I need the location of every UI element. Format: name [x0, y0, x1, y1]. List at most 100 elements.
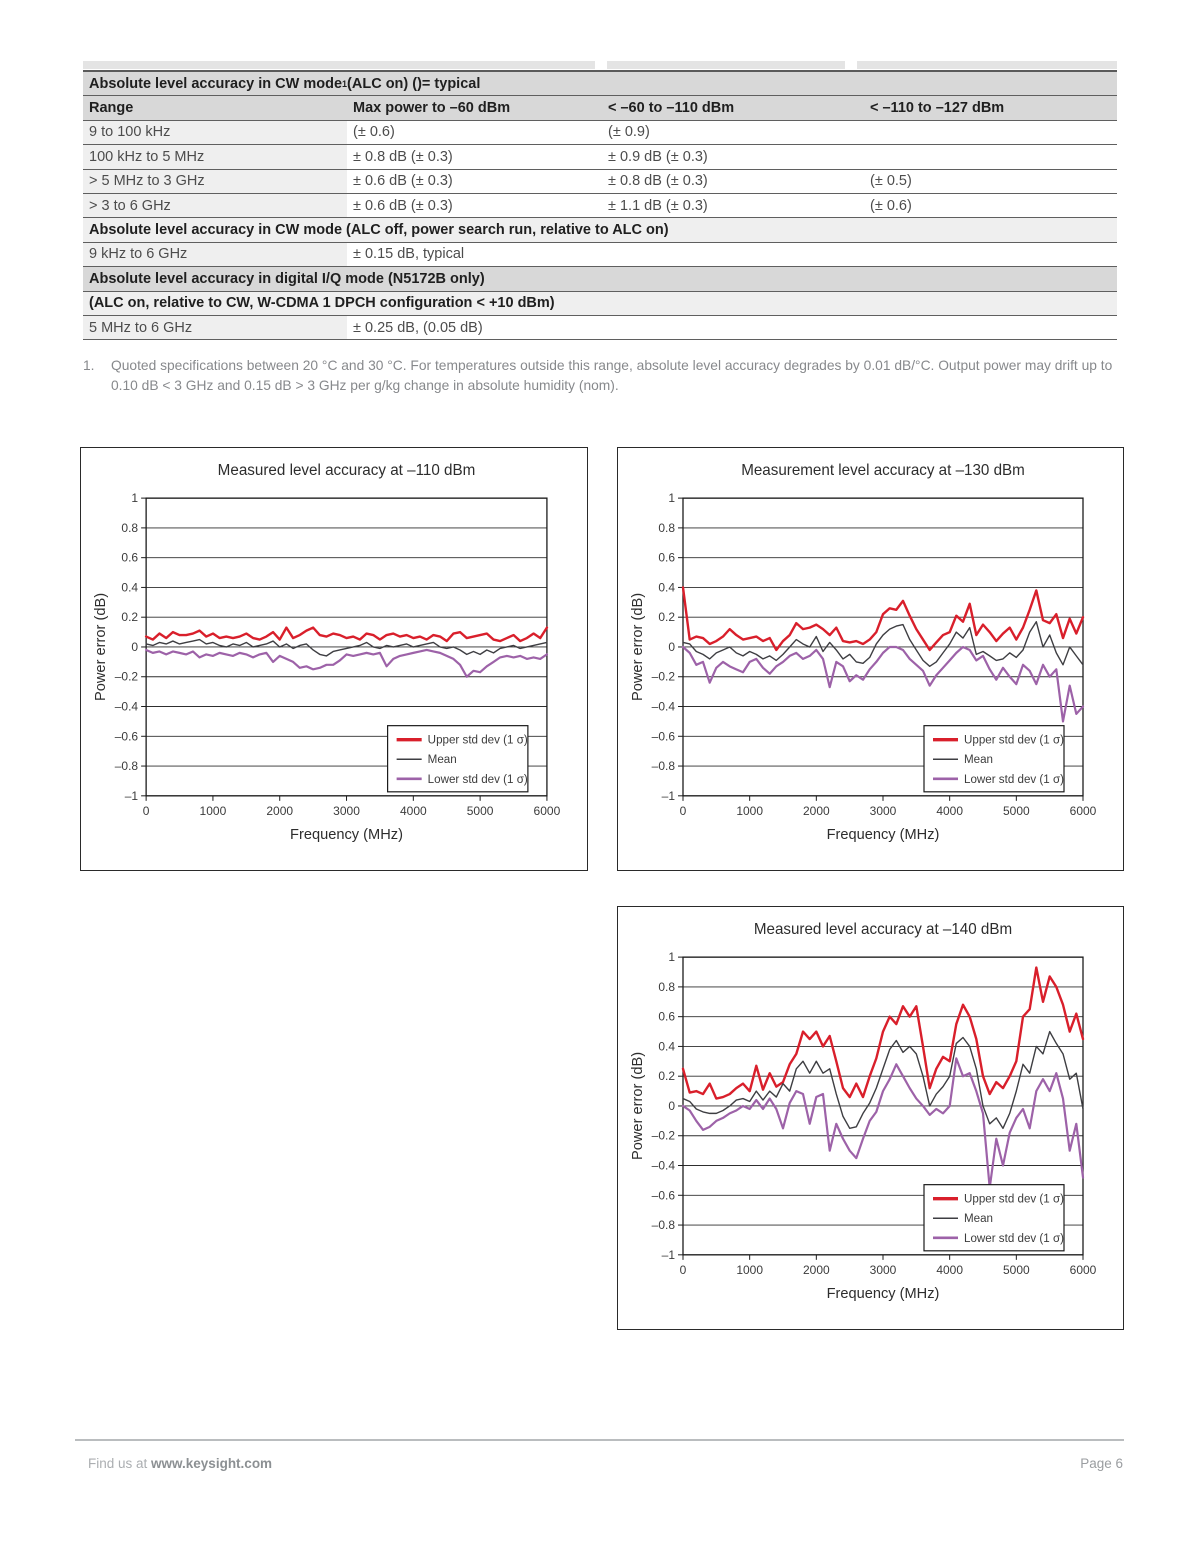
- x-tick-label: 6000: [1070, 804, 1097, 818]
- keysight-url-link[interactable]: www.keysight.com: [151, 1456, 273, 1471]
- legend-label: Upper std dev (1 σ): [964, 1193, 1064, 1206]
- x-tick-label: 5000: [1003, 804, 1030, 818]
- table-cell: 9 to 100 kHz: [83, 120, 347, 145]
- table-row-section: Absolute level accuracy in CW mode 1 (ALC…: [83, 72, 1117, 97]
- y-tick-label: 0.2: [121, 610, 138, 624]
- legend-label: Mean: [964, 1212, 993, 1225]
- y-axis-label: Power error (dB): [93, 593, 109, 701]
- chart-svg: 0 1000 2000 3000 4000 5000 600010.80.60.40.20–…: [630, 462, 1097, 843]
- y-tick-label: 0: [131, 640, 138, 654]
- table-row-data: 5 MHz to 6 GHz ± 0.25 dB, (0.05 dB): [83, 315, 1117, 341]
- column-header-cell: Range: [89, 100, 134, 117]
- table-cell: [870, 145, 1117, 168]
- spec-table: Absolute level accuracy in CW mode 1 (ALC…: [83, 70, 1117, 341]
- series-line-upper-std-dev: [144, 626, 549, 643]
- legend-label: Upper std dev (1 σ): [964, 734, 1064, 747]
- table-cell: (± 0.5): [870, 173, 912, 190]
- x-tick-label: 4000: [936, 804, 963, 818]
- x-tick-label: 0: [680, 804, 687, 818]
- chart-title: Measurement level accuracy at –130 dBm: [741, 462, 1025, 479]
- series-line-upper-std-dev: [681, 966, 1085, 1100]
- series-line-lower-std-dev: [681, 645, 1085, 723]
- table-row-columns: Range Max power to –60 dBm < –60 to –110 d…: [83, 96, 1117, 121]
- x-axis-label: Frequency (MHz): [827, 827, 940, 843]
- table-cell: ± 0.9 dB (± 0.3): [608, 148, 708, 165]
- table-cell: [870, 121, 1117, 144]
- x-tick-label: 1000: [736, 1263, 763, 1277]
- series-line-lower-std-dev: [145, 648, 549, 678]
- y-tick-label: –1: [662, 1248, 676, 1262]
- table-cell: ± 0.6 dB (± 0.3): [353, 197, 453, 214]
- x-tick-label: 5000: [1003, 1263, 1030, 1277]
- y-tick-label: 0.4: [658, 580, 675, 594]
- y-tick-label: 0.8: [658, 980, 675, 994]
- y-tick-label: –0.6: [115, 729, 139, 743]
- series-line-mean: [682, 1030, 1084, 1130]
- y-tick-label: –0.4: [115, 700, 139, 714]
- y-axis-label: Power error (dB): [630, 593, 646, 701]
- series-line-mean: [682, 621, 1084, 668]
- y-tick-label: –0.2: [652, 670, 676, 684]
- table-cell: (± 0.6): [353, 124, 395, 141]
- legend-label: Lower std dev (1 σ): [964, 1232, 1064, 1245]
- table-top-strip-segment: [607, 61, 845, 69]
- column-header-cell: < –110 to –127 dBm: [870, 100, 1005, 117]
- y-tick-label: –0.2: [652, 1129, 676, 1143]
- footer-find-us: Find us at www.keysight.com: [88, 1456, 272, 1471]
- legend-label: Lower std dev (1 σ): [428, 773, 528, 786]
- chart-measured-level-accuracy-140dbm: 0 1000 2000 3000 4000 5000 6000 1 0.8 0.6 0.4 0.2 0–…: [617, 906, 1124, 1330]
- x-tick-label: 3000: [870, 804, 897, 818]
- y-tick-label: –1: [125, 789, 139, 803]
- legend-label: Mean: [964, 753, 993, 766]
- table-cell: ± 0.8 dB (± 0.3): [353, 148, 453, 165]
- section-header-text: Absolute level accuracy in CW mode (ALC …: [89, 222, 669, 239]
- x-tick-label: 3000: [870, 1263, 897, 1277]
- y-tick-label: –0.6: [652, 1188, 676, 1202]
- chart-measurement-level-accuracy-130dbm: 0 1000 2000 3000 4000 5000 6000 1 0.8 0.6 0.4 0.2 0–…: [617, 447, 1124, 871]
- section-header-text: (ALC on) ()= typical: [347, 75, 481, 92]
- chart-title: Measured level accuracy at –110 dBm: [218, 462, 476, 479]
- x-tick-label: 6000: [1070, 1263, 1097, 1277]
- y-tick-label: 0.2: [658, 1069, 675, 1083]
- y-tick-label: 1: [668, 950, 675, 964]
- table-row-subsection: (ALC on, relative to CW, W-CDMA 1 DPCH c…: [83, 291, 1117, 316]
- table-cell: [870, 243, 1117, 266]
- x-tick-label: 2000: [266, 804, 293, 818]
- table-cell: ± 0.25 dB, (0.05 dB): [353, 319, 483, 336]
- column-header-cell: Max power to –60 dBm: [353, 100, 511, 117]
- section-header-text: (ALC on, relative to CW, W-CDMA 1 DPCH c…: [89, 295, 555, 312]
- y-tick-label: 0.4: [121, 580, 138, 594]
- y-tick-label: 0.4: [658, 1039, 675, 1053]
- y-tick-label: –0.8: [115, 759, 139, 773]
- table-row-data: 100 kHz to 5 MHz ± 0.8 dB (± 0.3) ± 0.9 dB…: [83, 145, 1117, 170]
- table-cell: 5 MHz to 6 GHz: [83, 315, 347, 340]
- table-cell: ± 0.15 dB, typical: [353, 246, 465, 263]
- series-line-lower-std-dev: [681, 1057, 1085, 1189]
- legend-label: Upper std dev (1 σ): [428, 734, 528, 747]
- table-cell: > 3 to 6 GHz: [83, 193, 347, 218]
- y-tick-label: –0.6: [652, 729, 676, 743]
- chart-svg: 0 1000 2000 3000 4000 5000 600010.80.60.40.20–…: [93, 462, 561, 843]
- table-row-subsection: Absolute level accuracy in CW mode (ALC …: [83, 218, 1117, 243]
- footnote-text: Quoted specifications between 20 °C and …: [111, 358, 1113, 393]
- table-top-strip-segment: [857, 61, 1117, 69]
- x-tick-label: 0: [143, 804, 150, 818]
- footer-find-us-label: Find us at: [88, 1456, 152, 1471]
- y-axis-label: Power error (dB): [630, 1052, 646, 1160]
- chart-measured-level-accuracy-110dbm: 0 1000 2000 3000 4000 5000 6000 1 0.8 0.6 0.4 0.2 0–…: [80, 447, 588, 871]
- y-tick-label: 0: [668, 1099, 675, 1113]
- table-row-data: 9 kHz to 6 GHz ± 0.15 dB, typical: [83, 242, 1117, 268]
- y-tick-label: –0.4: [652, 700, 676, 714]
- section-header-text: Absolute level accuracy in CW mode: [89, 75, 343, 92]
- y-tick-label: –0.4: [652, 1159, 676, 1173]
- footer-page-number: Page 6: [1080, 1456, 1123, 1471]
- x-tick-label: 2000: [803, 804, 830, 818]
- y-tick-label: 0.2: [658, 610, 675, 624]
- y-tick-label: 0.8: [121, 521, 138, 535]
- table-cell: ± 0.6 dB (± 0.3): [353, 173, 453, 190]
- chart-svg: 0 1000 2000 3000 4000 5000 600010.80.60.40.20–…: [630, 921, 1097, 1302]
- x-tick-label: 1000: [200, 804, 227, 818]
- table-row-section: Absolute level accuracy in digital I/Q m…: [83, 267, 1117, 292]
- table-row-data: 9 to 100 kHz (± 0.6) (± 0.9): [83, 120, 1117, 146]
- y-tick-label: –1: [662, 789, 676, 803]
